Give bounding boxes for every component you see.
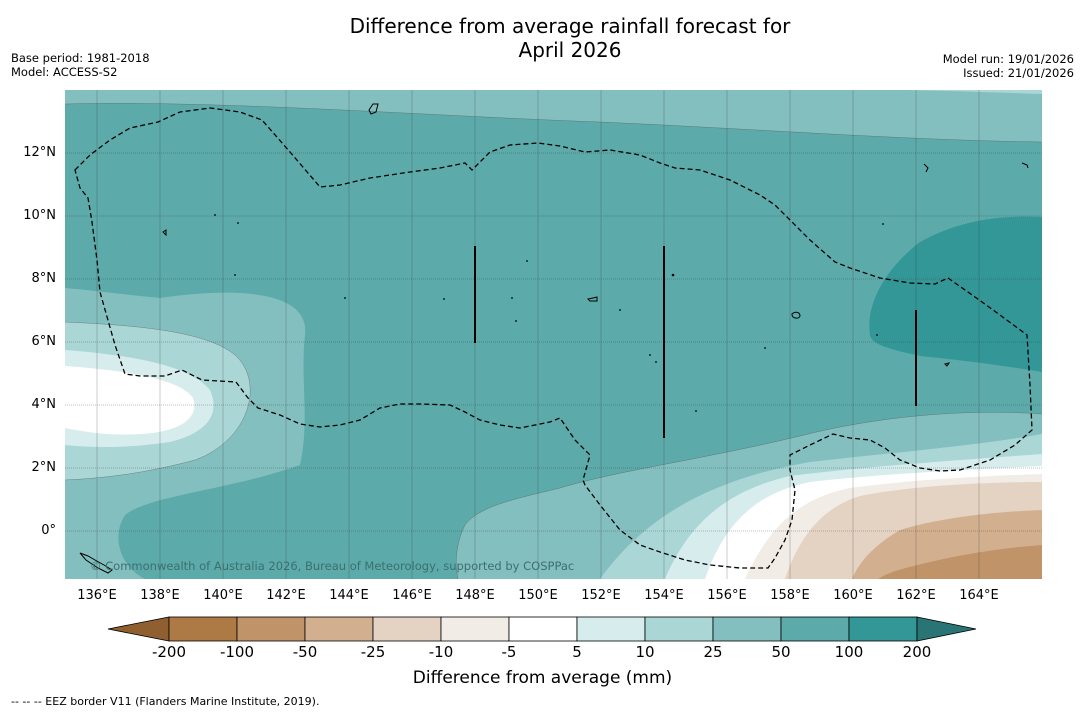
issued-date: Issued: 21/01/2026 [963, 66, 1074, 80]
copyright-notice: © Commonwealth of Australia 2026, Bureau… [90, 559, 575, 573]
colorbar-segment [304, 616, 374, 642]
colorbar-segments [168, 616, 918, 642]
colorbar-tick-label: 10 [635, 643, 655, 661]
band-white-west [65, 366, 195, 435]
lon-label: 162°E [896, 588, 936, 603]
colorbar-tick-label: -200 [151, 643, 187, 661]
eez-footnote: -- -- -- EEZ border V11 (Flanders Marine… [11, 695, 320, 708]
colorbar-title: Difference from average (mm) [412, 668, 673, 688]
model-name: Model: ACCESS-S2 [11, 65, 118, 79]
colorbar-segment [712, 616, 782, 642]
band-50-100-main [65, 103, 1042, 579]
colorbar-tick-label: -10 [428, 643, 454, 661]
colorbar-segment [440, 616, 510, 642]
meta-right: Model run: 19/01/2026 Issued: 21/01/2026 [943, 52, 1074, 80]
lon-label: 136°E [77, 588, 117, 603]
lon-label: 142°E [266, 588, 306, 603]
lon-label: 164°E [959, 588, 999, 603]
lat-label: 6°N [31, 334, 57, 349]
small-islands [79, 103, 1029, 574]
colorbar-tick-label: 100 [834, 643, 864, 661]
colorbar-segment [372, 616, 442, 642]
small-dots [214, 214, 884, 412]
lon-label: 156°E [707, 588, 747, 603]
colorbar-segment [644, 616, 714, 642]
colorbar-segment [576, 616, 646, 642]
colorbar-segment [508, 616, 578, 642]
title-line-2: April 2026 [518, 38, 622, 62]
lon-label: 146°E [392, 588, 432, 603]
colorbar-segment [168, 616, 238, 642]
lat-label: 2°N [31, 460, 57, 475]
colorbar [107, 616, 977, 642]
band-10-25-top [600, 90, 1042, 94]
colorbar-tick-label: -25 [360, 643, 386, 661]
colorbar-arrow-left [107, 616, 170, 642]
map-title: Difference from average rainfall forecas… [220, 14, 920, 62]
colorbar-tick-label: 200 [902, 643, 932, 661]
lon-label: 158°E [770, 588, 810, 603]
lat-label: 0° [41, 523, 56, 538]
colorbar-segment [848, 616, 918, 642]
lat-label: 10°N [23, 208, 56, 223]
lat-label: 4°N [31, 397, 57, 412]
lon-label: 154°E [644, 588, 684, 603]
lon-label: 140°E [203, 588, 243, 603]
lon-label: 150°E [518, 588, 558, 603]
colorbar-tick-label: 5 [572, 643, 582, 661]
lon-label: 138°E [140, 588, 180, 603]
colorbar-segment [236, 616, 306, 642]
meta-left: Base period: 1981-2018 Model: ACCESS-S2 [11, 51, 150, 79]
rainfall-map [65, 90, 1042, 579]
colorbar-arrow-right [916, 616, 977, 642]
colorbar-tick-label: -50 [292, 643, 318, 661]
eez-border [74, 107, 1033, 569]
colorbar-segment [780, 616, 850, 642]
colorbar-tick-label: 25 [703, 643, 723, 661]
base-period: Base period: 1981-2018 [11, 51, 150, 65]
lat-label: 8°N [31, 271, 57, 286]
lon-label: 152°E [581, 588, 621, 603]
grid-lines [65, 152, 1042, 532]
colorbar-tick-label: -100 [219, 643, 255, 661]
band-minus100-minus50 [878, 545, 1042, 579]
island-markers [474, 246, 917, 438]
lat-label: 12°N [23, 145, 56, 160]
lon-label: 160°E [833, 588, 873, 603]
model-run: Model run: 19/01/2026 [942, 52, 1074, 66]
band-100-200-east [869, 216, 1042, 372]
lon-label: 148°E [455, 588, 495, 603]
colorbar-tick-label: 50 [771, 643, 791, 661]
lon-label: 144°E [329, 588, 369, 603]
title-line-1: Difference from average rainfall forecas… [349, 14, 791, 38]
colorbar-tick-label: -5 [501, 643, 517, 661]
